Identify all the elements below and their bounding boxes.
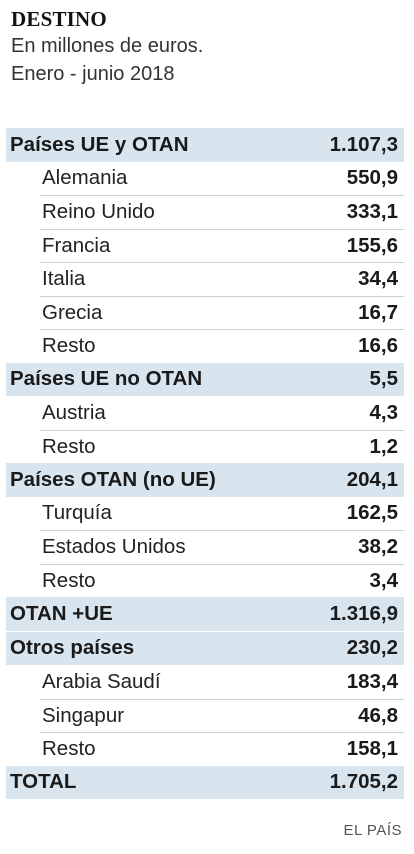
group-label: Países UE no OTAN: [10, 367, 203, 391]
country-label: Francia: [42, 233, 111, 257]
country-value: 16,7: [358, 300, 398, 324]
table-row: Alemania 550,9: [40, 162, 404, 196]
header: DESTINO En millones de euros. Enero - ju…: [11, 6, 203, 88]
country-value: 38,2: [358, 535, 398, 559]
table-row: Resto 16,6: [40, 329, 404, 363]
country-value: 4,3: [369, 400, 399, 424]
country-value: 550,9: [346, 166, 398, 190]
table-row: Resto 1,2: [40, 429, 404, 464]
country-label: Resto: [42, 568, 96, 592]
country-label: Reino Unido: [42, 200, 155, 224]
country-label: Turquía: [42, 501, 112, 525]
country-value: 183,4: [346, 669, 398, 693]
country-value: 34,4: [358, 267, 398, 291]
chart-subtitle-units: En millones de euros.: [11, 35, 204, 57]
table-group-row: TOTAL 1.705,2: [6, 765, 404, 799]
group-value: 1.316,9: [329, 601, 398, 625]
country-value: 1,2: [369, 434, 399, 458]
table-group-row: OTAN +UE 1.316,9: [6, 597, 404, 631]
source-credit: EL PAÍS: [343, 822, 402, 839]
destination-table: Países UE y OTAN 1.107,3 Alemania 550,9 Rein…: [6, 128, 404, 799]
group-value: 204,1: [346, 467, 398, 491]
country-value: 155,6: [346, 233, 398, 257]
table-row: Arabia Saudí 183,4: [40, 665, 404, 699]
table-group-row: Países UE no OTAN 5,5: [6, 362, 404, 396]
country-value: 158,1: [346, 737, 398, 761]
country-value: 46,8: [358, 703, 398, 727]
country-label: Italia: [42, 267, 86, 291]
group-label: Países UE y OTAN: [10, 132, 189, 156]
group-value: 5,5: [369, 367, 399, 391]
country-label: Resto: [42, 434, 96, 458]
table-row: Francia 155,6: [40, 228, 404, 263]
table-group-row: Países OTAN (no UE) 204,1: [6, 463, 404, 497]
group-divider: [6, 630, 404, 632]
group-value: 1.705,2: [329, 770, 398, 794]
group-value: 230,2: [346, 636, 398, 660]
country-label: Estados Unidos: [42, 535, 186, 559]
chart-title: DESTINO: [11, 7, 107, 31]
table-group-row: Países UE y OTAN 1.107,3: [6, 128, 404, 162]
country-label: Grecia: [42, 300, 103, 324]
country-label: Resto: [42, 334, 96, 358]
table-row: Resto 158,1: [40, 732, 404, 766]
country-label: Resto: [42, 737, 96, 761]
group-label: TOTAL: [10, 770, 77, 794]
table-group-row: Otros países 230,2: [6, 631, 404, 665]
group-label: Otros países: [10, 636, 135, 660]
country-label: Arabia Saudí: [42, 669, 161, 693]
table-row: Resto 3,4: [40, 563, 404, 598]
table-row: Austria 4,3: [40, 396, 404, 430]
table-row: Estados Unidos 38,2: [40, 530, 404, 564]
table-row: Grecia 16,7: [40, 295, 404, 330]
table-row: Italia 34,4: [40, 262, 404, 296]
country-value: 333,1: [346, 200, 398, 224]
group-label: OTAN +UE: [10, 601, 113, 625]
country-value: 16,6: [358, 334, 398, 358]
group-value: 1.107,3: [329, 132, 398, 156]
country-value: 162,5: [346, 501, 398, 525]
chart-subtitle-period: Enero - junio 2018: [11, 63, 175, 85]
country-label: Alemania: [42, 166, 128, 190]
country-value: 3,4: [369, 568, 399, 592]
country-label: Austria: [42, 400, 106, 424]
country-label: Singapur: [42, 703, 125, 727]
table-row: Turquía 162,5: [40, 497, 404, 531]
table-row: Singapur 46,8: [40, 698, 404, 733]
group-label: Países OTAN (no UE): [10, 467, 216, 491]
table-row: Reino Unido 333,1: [40, 195, 404, 229]
